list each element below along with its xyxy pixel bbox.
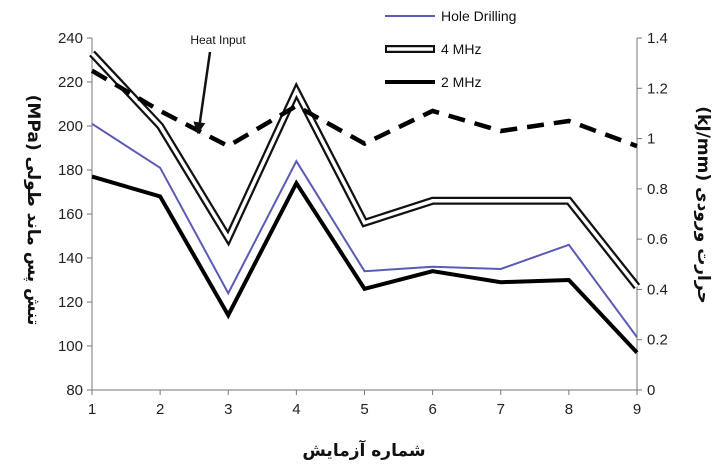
right-y-tick-label: 1.2: [647, 80, 668, 97]
legend-label: 2 MHz: [441, 74, 481, 90]
left-y-tick-label: 220: [58, 74, 83, 91]
right-y-tick-label: 0.4: [647, 281, 668, 298]
legend-item: Hole Drilling: [385, 8, 516, 24]
series-line-heat-input: [90, 68, 638, 149]
right-y-tick-label: 0.8: [647, 181, 668, 198]
annotation: Heat Input: [190, 33, 246, 135]
right-y-axis-label: حرارت ورودی (kJ/mm): [693, 106, 713, 303]
x-tick-label: 5: [360, 401, 368, 418]
plot-frame: [91, 38, 638, 391]
x-tick-label: 1: [88, 401, 96, 418]
series-line-hole-drilling: [91, 122, 638, 338]
left-y-tick-label: 80: [66, 382, 83, 399]
series-layer: [89, 50, 641, 354]
legend-item: 4 MHz: [385, 41, 481, 57]
series-line-2mhz: [91, 174, 639, 354]
left-y-axis-ticks: 80 100 120 140 160 180 200 220 240: [58, 30, 92, 399]
right-y-tick-label: 0.2: [647, 332, 668, 349]
annotation-arrow-shaft: [198, 51, 212, 125]
annotation-arrow-head: [193, 121, 206, 135]
x-tick-label: 2: [156, 401, 164, 418]
legend-label: 4 MHz: [441, 41, 481, 57]
right-y-tick-label: 1.4: [647, 30, 668, 47]
x-tick-label: 8: [565, 401, 573, 418]
series-line-4mhz-inner: [90, 52, 639, 288]
x-tick-label: 7: [497, 401, 505, 418]
series-line-4mhz-outer: [89, 50, 641, 290]
x-tick-label: 3: [224, 401, 232, 418]
annotation-label: Heat Input: [190, 33, 246, 47]
x-axis-label: شماره آزمایش: [302, 439, 425, 461]
annotation-layer: Heat Input: [190, 33, 246, 135]
x-axis-ticks: 1 2 3 4 5 6 7 8 9: [88, 390, 641, 418]
left-y-tick-label: 140: [58, 250, 83, 267]
left-y-axis-label: تنش پس ماند طولی (MPa): [23, 95, 43, 326]
right-y-tick-label: 1: [647, 131, 655, 148]
right-y-axis-ticks: 0 0.2 0.4 0.6 0.8 1 1.2 1.4: [637, 30, 668, 399]
x-tick-label: 4: [292, 401, 300, 418]
left-y-tick-label: 100: [58, 338, 83, 355]
x-tick-label: 6: [428, 401, 436, 418]
left-y-tick-label: 200: [58, 118, 83, 135]
left-y-tick-label: 240: [58, 30, 83, 47]
right-y-tick-label: 0.6: [647, 231, 668, 248]
right-y-tick-label: 0: [647, 382, 655, 399]
legend-item: 2 MHz: [385, 74, 481, 90]
left-y-tick-label: 160: [58, 206, 83, 223]
legend-label: Hole Drilling: [441, 8, 516, 24]
x-tick-label: 9: [633, 401, 641, 418]
left-y-tick-label: 120: [58, 294, 83, 311]
left-y-tick-label: 180: [58, 162, 83, 179]
legend: Hole Drilling 4 MHz 2 MHz: [385, 8, 516, 90]
